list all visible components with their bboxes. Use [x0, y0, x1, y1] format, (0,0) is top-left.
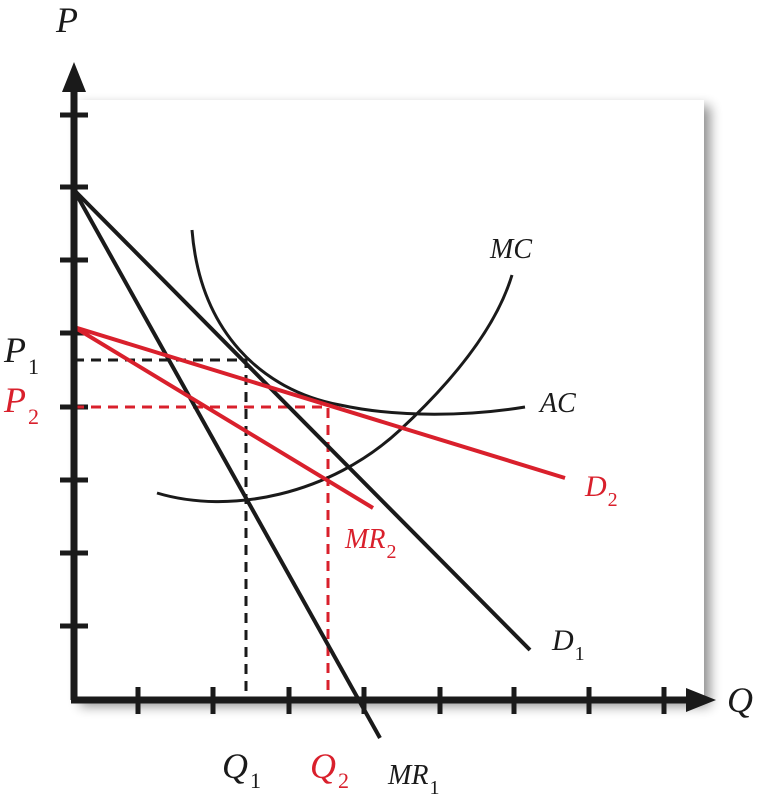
p1-label: P1	[3, 330, 39, 379]
x-axis-arrow	[686, 688, 716, 712]
mc-label: MC	[489, 234, 532, 265]
d2-label: D2	[584, 470, 618, 511]
p2-guide-line	[74, 405, 330, 700]
q2-label: Q2	[310, 746, 349, 793]
x-axis-label: Q	[727, 680, 753, 720]
d1-line	[72, 188, 532, 652]
mr1-line	[72, 189, 382, 739]
mr2-line	[72, 325, 375, 510]
mr2-label: MR2	[344, 524, 396, 563]
mc-curve	[156, 274, 514, 504]
ac-curve	[190, 229, 526, 416]
plot-panel	[74, 100, 704, 700]
d1-label: D1	[551, 624, 585, 665]
y-axis-label: P	[55, 0, 78, 40]
mr1-label: MR1	[387, 760, 439, 799]
ac-label: AC	[538, 388, 576, 419]
d2-line	[73, 325, 566, 480]
y-axis-arrow	[62, 62, 86, 92]
p2-label: P2	[3, 380, 39, 429]
q1-label: Q1	[222, 746, 261, 793]
